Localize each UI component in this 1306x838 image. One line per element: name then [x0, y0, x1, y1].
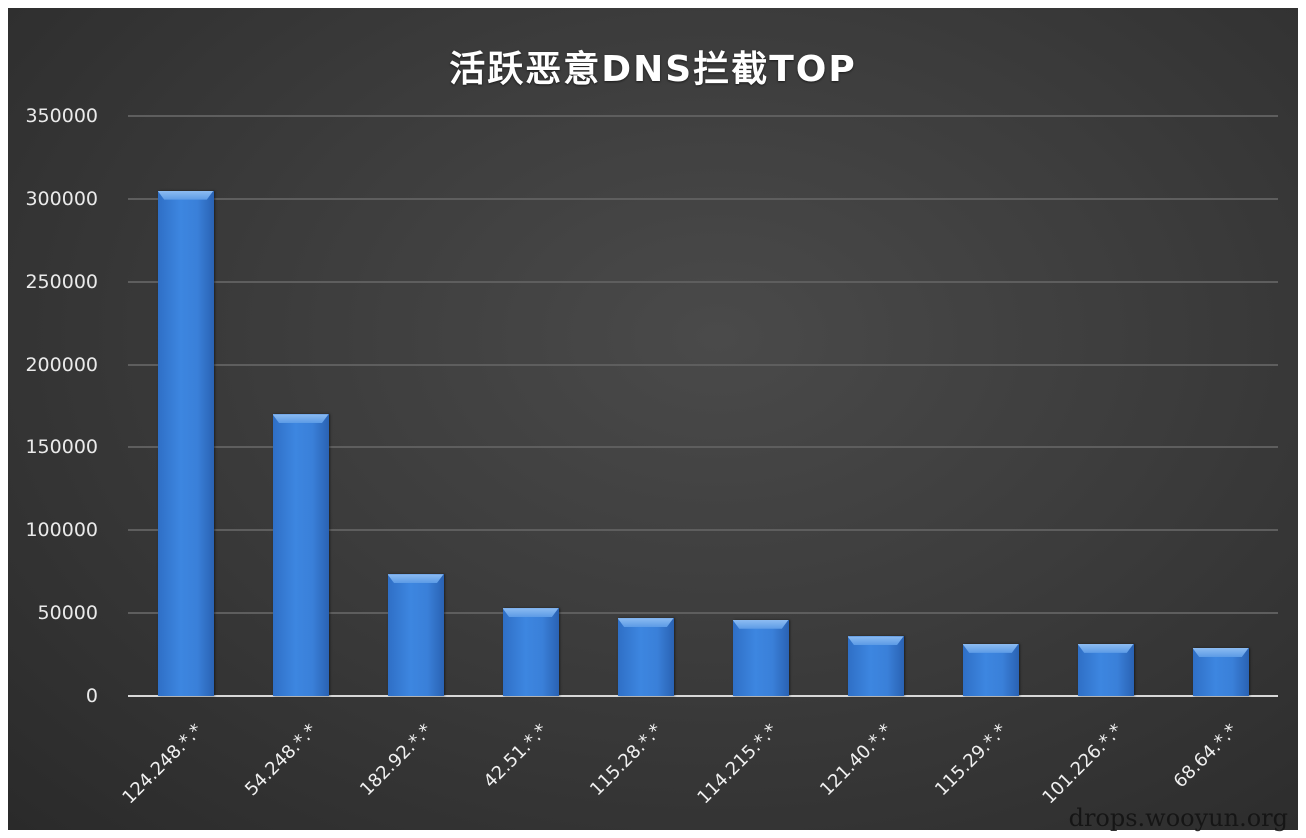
bar-10 [1192, 647, 1249, 696]
bar-5 [617, 618, 674, 696]
bar-2 [272, 414, 329, 696]
y-tick-label: 350000 [25, 105, 98, 127]
gridline [128, 529, 1278, 532]
gridline [128, 446, 1278, 449]
gridline [128, 280, 1278, 283]
gridline [128, 115, 1278, 117]
y-tick-label: 250000 [25, 270, 98, 293]
y-tick-label: 200000 [25, 353, 98, 376]
y-tick-label: 300000 [25, 187, 98, 210]
y-tick-label: 0 [85, 685, 98, 707]
x-tick-label: 182.92.*.* [356, 720, 437, 801]
x-tick-label: 54.248.*.* [241, 720, 322, 801]
y-tick-label: 50000 [37, 602, 98, 625]
x-tick-label: 115.28.*.* [586, 720, 667, 801]
bar-7 [847, 636, 904, 696]
gridline [128, 612, 1278, 615]
bar-1 [157, 190, 214, 696]
x-tick-label: 114.215.*.* [693, 720, 782, 809]
y-tick-label: 150000 [25, 436, 98, 459]
x-tick-label: 121.40.*.* [816, 720, 897, 801]
bar-4 [502, 608, 559, 696]
chart-title: 活跃恶意DNS拦截TOP [449, 49, 857, 90]
y-tick-label: 100000 [25, 519, 98, 542]
x-axis-line [128, 695, 1278, 697]
x-tick-label: 42.51.*.* [479, 720, 552, 793]
bar-9 [1077, 643, 1134, 696]
bar-3 [387, 574, 444, 696]
chart-frame: 活跃恶意DNS拦截TOP 350000 300000 250000 200000 150… [8, 8, 1298, 832]
plot-area [128, 115, 1278, 697]
x-tick-label: 68.64.*.* [1169, 720, 1242, 793]
x-tick-label: 101.226.*.* [1038, 720, 1127, 809]
x-tick-label: 124.248.*.* [118, 720, 207, 809]
x-tick-label: 115.29.*.* [931, 720, 1012, 801]
bar-6 [732, 619, 789, 696]
watermark: drops.wooyun.org [1068, 804, 1288, 832]
gridline [128, 363, 1278, 366]
bar-8 [962, 643, 1019, 696]
gridline [128, 197, 1278, 200]
